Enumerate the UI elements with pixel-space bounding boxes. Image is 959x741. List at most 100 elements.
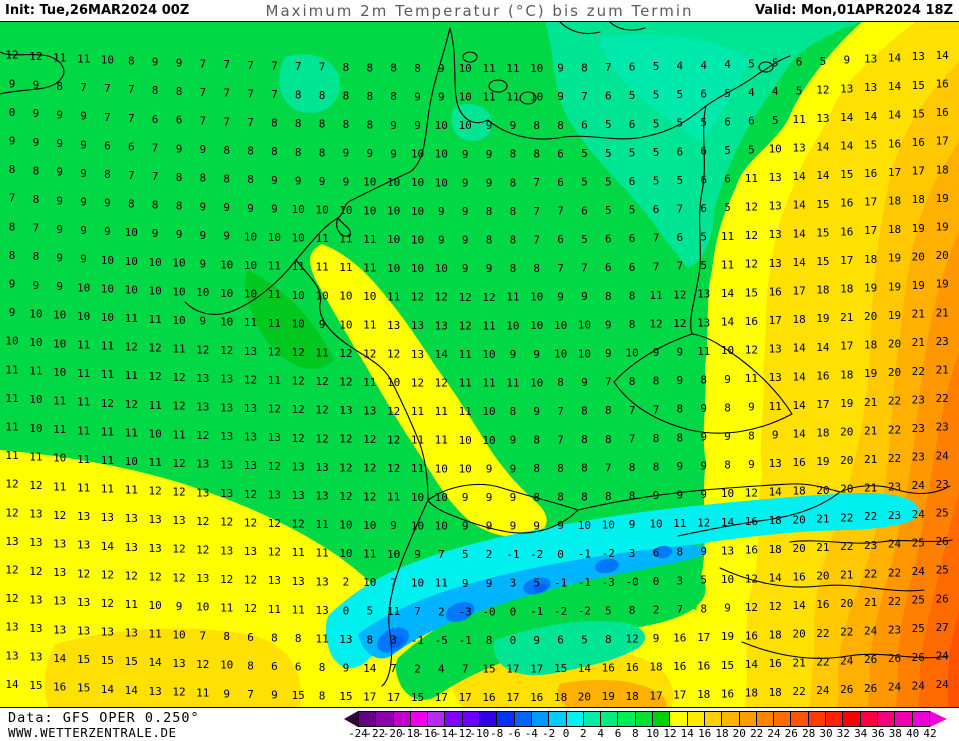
temperature-value: 10: [125, 226, 138, 239]
temperature-value: 8: [605, 633, 612, 646]
temperature-value: 7: [104, 111, 111, 124]
temperature-value: 7: [295, 60, 302, 73]
temperature-value: 20: [840, 426, 853, 439]
temperature-value: 12: [482, 291, 495, 304]
temperature-value: 10: [101, 254, 114, 267]
temperature-value: 9: [414, 119, 421, 132]
temperature-value: -2: [578, 605, 591, 618]
temperature-value: 18: [936, 163, 949, 176]
temperature-value: 12: [339, 376, 352, 389]
colorbar-segment: [739, 712, 757, 726]
colorbar-labels: -24 -22 -20 -18 -16 -14 -12 -10 -8 -6 -4 -2 0 2 4 6 8 10 1…: [348, 727, 937, 740]
colorbar-segment: [583, 712, 602, 726]
temperature-value: 14: [792, 599, 806, 612]
temperature-value: 9: [581, 290, 588, 303]
temperature-value: -1: [459, 634, 472, 647]
temperature-value: 11: [411, 462, 424, 475]
temperature-value: 8: [319, 89, 326, 102]
temperature-value: 12: [5, 592, 18, 605]
temperature-value: 6: [271, 660, 278, 673]
temperature-value: 7: [247, 688, 254, 701]
temperature-value: 7: [581, 90, 588, 103]
temperature-value: 7: [629, 432, 636, 445]
temperature-value: 9: [748, 458, 755, 471]
temperature-value: 12: [268, 517, 281, 530]
temperature-value: 6: [700, 202, 707, 215]
temperature-value: 24: [888, 681, 902, 694]
temperature-value: 16: [745, 515, 758, 528]
temperature-value: 17: [816, 398, 829, 411]
temperature-value: 8: [128, 55, 135, 68]
temperature-value: -2: [530, 548, 543, 561]
temperature-value: 19: [840, 397, 853, 410]
temperature-value: 11: [482, 377, 495, 390]
temperature-value: 12: [363, 433, 376, 446]
temperature-value: 9: [33, 79, 40, 92]
temperature-value: 12: [220, 516, 233, 529]
temperature-value: 8: [629, 604, 636, 617]
temperature-value: 15: [77, 682, 90, 695]
temperature-value: 9: [295, 174, 302, 187]
colorbar-tick-label: 40: [906, 727, 920, 740]
temperature-value: 11: [506, 91, 519, 104]
temperature-value: 11: [745, 172, 758, 185]
temperature-value: 25: [912, 594, 925, 607]
temperature-value: 8: [533, 491, 540, 504]
temperature-value: 9: [486, 176, 493, 189]
temperature-value: 11: [5, 449, 18, 462]
temperature-value: 13: [5, 649, 18, 662]
temperature-value: 9: [700, 402, 707, 415]
temperature-value: 17: [673, 689, 686, 702]
colorbar-tick-label: 24: [767, 727, 781, 740]
colorbar-segment: [376, 712, 394, 726]
colorbar-tick-label: -16: [417, 727, 438, 740]
temperature-value: 13: [196, 486, 209, 499]
temperature-value: 10: [148, 256, 161, 269]
temperature-value: 6: [700, 173, 707, 186]
temperature-value: 10: [721, 487, 734, 500]
temperature-value: 7: [581, 262, 588, 275]
temperature-value: 14: [840, 140, 854, 153]
temperature-value: 0: [343, 604, 350, 617]
temperature-value: 13: [220, 459, 233, 472]
temperature-value: 9: [152, 56, 159, 69]
temperature-value: 9: [343, 175, 350, 188]
temperature-value: 13: [339, 404, 352, 417]
temperature-value: 18: [888, 195, 901, 208]
map-title: Maximum 2m Temperatur (°C) bis zum Termi…: [265, 2, 694, 20]
colorbar-tick-label: -24: [348, 727, 368, 740]
temperature-value: 10: [220, 258, 233, 271]
temperature-value: 5: [605, 175, 612, 188]
temperature-value: 0: [653, 575, 660, 588]
temperature-value: 8: [629, 490, 636, 503]
temperature-value: 10: [459, 119, 472, 132]
temperature-value: 22: [840, 626, 853, 639]
temperature-value: 5: [676, 88, 683, 101]
temperature-value: 8: [33, 193, 40, 206]
temperature-value: 7: [390, 576, 397, 589]
temperature-value: 10: [101, 54, 114, 67]
temperature-value: 18: [769, 629, 782, 642]
temperature-value: -1: [578, 576, 591, 589]
temperature-value: 11: [363, 376, 376, 389]
temperature-value: 10: [721, 573, 734, 586]
temperature-value: -0: [482, 605, 495, 618]
temperature-value: 10: [5, 335, 18, 348]
temperature-value: 9: [486, 491, 493, 504]
temperature-value: 10: [172, 314, 185, 327]
temperature-value: 17: [840, 254, 853, 267]
temperature-value: 8: [366, 119, 373, 132]
temperature-value: 9: [199, 143, 206, 156]
temperature-value: 4: [748, 86, 755, 99]
temperature-value: 10: [459, 62, 472, 75]
temperature-value: 12: [292, 375, 305, 388]
temperature-value: 8: [176, 200, 183, 213]
temperature-value: 9: [533, 634, 540, 647]
temperature-value: 21: [864, 396, 877, 409]
temperature-value: 12: [172, 571, 185, 584]
temperature-value: 11: [482, 91, 495, 104]
temperature-value: 9: [700, 459, 707, 472]
temperature-value: 10: [482, 348, 495, 361]
temperature-value: 10: [482, 434, 495, 447]
temperature-value: 14: [888, 80, 902, 93]
